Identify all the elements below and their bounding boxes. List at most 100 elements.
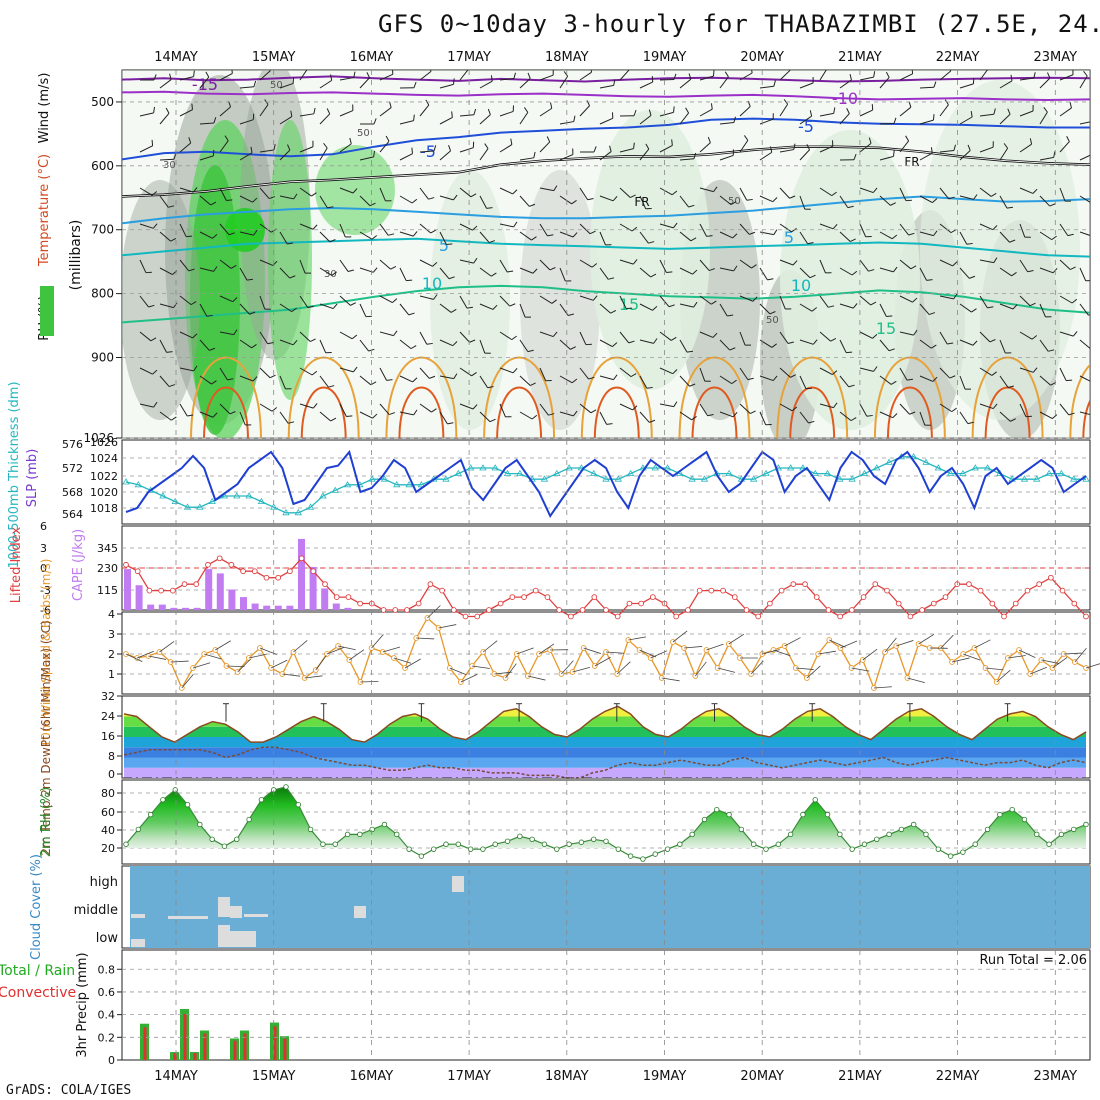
rh2m-axis-label: 2m RH (%): [39, 787, 54, 858]
wind-barb-flag: [847, 205, 854, 209]
wind-barb: [759, 151, 773, 161]
thickness-line-marker: [651, 464, 659, 471]
wind-barb: [639, 303, 653, 311]
wind-barb: [459, 223, 473, 231]
lifted-index-line-marker: [462, 613, 469, 620]
wind-barb: [179, 76, 194, 81]
thickness-line-marker: [208, 497, 216, 504]
thickness-line-marker: [626, 469, 635, 476]
wind-barb-flag: [510, 138, 513, 145]
rh-marker: [394, 831, 400, 838]
wind-barb: [979, 295, 988, 309]
wind-barb-flag: [549, 267, 556, 271]
rh-marker: [910, 821, 917, 828]
wind-barb: [999, 375, 1009, 388]
wind-barb: [219, 295, 233, 303]
warm-contour: [580, 356, 653, 438]
wind-barb-flag: [192, 333, 198, 339]
wind-barb-flag: [710, 103, 713, 110]
wind-barb: [1079, 154, 1090, 161]
wind-barb: [859, 223, 867, 237]
wind-barb-flag: [447, 422, 454, 425]
wind-barb-flag: [1070, 266, 1076, 270]
wind-barb: [639, 231, 649, 244]
wind-barb-flag: [650, 273, 657, 278]
surface-wind-barb: [215, 640, 231, 651]
wind-barb-flag: [224, 135, 229, 141]
wind-barb: [799, 149, 810, 161]
rh-marker: [184, 802, 191, 808]
wind-barb: [779, 403, 793, 412]
surface-wind-barb: [326, 647, 344, 655]
rh-region: [590, 110, 710, 390]
y-tick-label: 8: [108, 750, 115, 763]
wind-barb: [519, 112, 529, 125]
rh-marker: [541, 841, 548, 847]
wind-barb-flag: [670, 336, 677, 341]
wind-barb-flag: [492, 304, 498, 310]
wind-barb: [479, 375, 489, 389]
cape-tick-label: 345: [97, 542, 118, 555]
wind-barb: [159, 79, 172, 89]
wind-barb-flag: [446, 243, 453, 245]
cloud-panel: high middle low: [74, 866, 1090, 948]
wind-barb-flag: [312, 403, 318, 409]
wind-barb-flag: [932, 114, 935, 121]
surface-wind-barb: [538, 643, 555, 655]
thickness-line-marker: [245, 492, 253, 499]
rh-marker: [554, 846, 560, 852]
wind-barb: [939, 223, 952, 234]
surface-wind-barb: [1052, 657, 1068, 669]
wind-barb: [779, 223, 792, 233]
wind-barb: [439, 83, 454, 89]
wind-barb: [179, 187, 194, 193]
wind-barb-flag: [471, 371, 477, 377]
wind-barb: [159, 267, 173, 276]
day-label-bottom: 23MAY: [1034, 1069, 1078, 1084]
wind-barb: [679, 112, 690, 125]
wind-barb: [519, 78, 531, 89]
thickness-line-marker: [823, 469, 832, 476]
wind-barb: [959, 303, 972, 313]
wind-barb-flag: [230, 264, 237, 269]
thickness-line-marker: [934, 464, 943, 471]
wind-barb: [519, 195, 530, 207]
wind-barb: [399, 411, 414, 416]
wind-barb: [339, 187, 354, 194]
lifted-index-line-marker: [1001, 613, 1007, 620]
wind-barb: [159, 375, 170, 387]
wind-barb: [799, 195, 806, 210]
surface-wind-barb: [137, 650, 155, 659]
lifted-index-line-marker: [310, 568, 317, 575]
convective-precip-bar: [283, 1038, 287, 1060]
day-label-bottom: 18MAY: [545, 1069, 589, 1084]
wind-barb-flag: [1003, 143, 1009, 149]
wind-barb: [319, 195, 328, 209]
wind-barb-flag: [588, 376, 595, 380]
wind-barb: [459, 367, 472, 377]
wind-barb-flag: [173, 302, 178, 308]
temperature-axis-label: Temperature (°C): [37, 154, 52, 267]
wind-barb-flag: [532, 268, 538, 274]
surface-wind-barb: [639, 649, 657, 658]
wind-barb-flag: [330, 74, 333, 81]
wind-barb-flag: [932, 198, 938, 203]
wind-barb-flag: [724, 71, 729, 78]
wind-barb: [699, 187, 714, 193]
surface-wind-barb: [628, 636, 647, 641]
surface-wind-barb: [304, 675, 323, 679]
lifted-index-line-marker: [907, 613, 914, 620]
wind-barb: [419, 259, 433, 267]
slp-line: [125, 449, 1087, 518]
wind-barb-flag: [1094, 410, 1097, 415]
rh-marker: [197, 821, 203, 828]
wind-barb-flag: [1012, 304, 1018, 310]
slp-tick-label: 1022: [90, 470, 118, 483]
convective-precip-bar: [143, 1027, 147, 1060]
wind-barb: [619, 295, 627, 309]
wind-barb-flag: [250, 146, 253, 153]
wind-barb-flag: [392, 298, 398, 303]
cape-bar: [124, 569, 131, 610]
surface-wind-barb: [996, 669, 1011, 683]
wind-barb-flag: [787, 341, 794, 344]
